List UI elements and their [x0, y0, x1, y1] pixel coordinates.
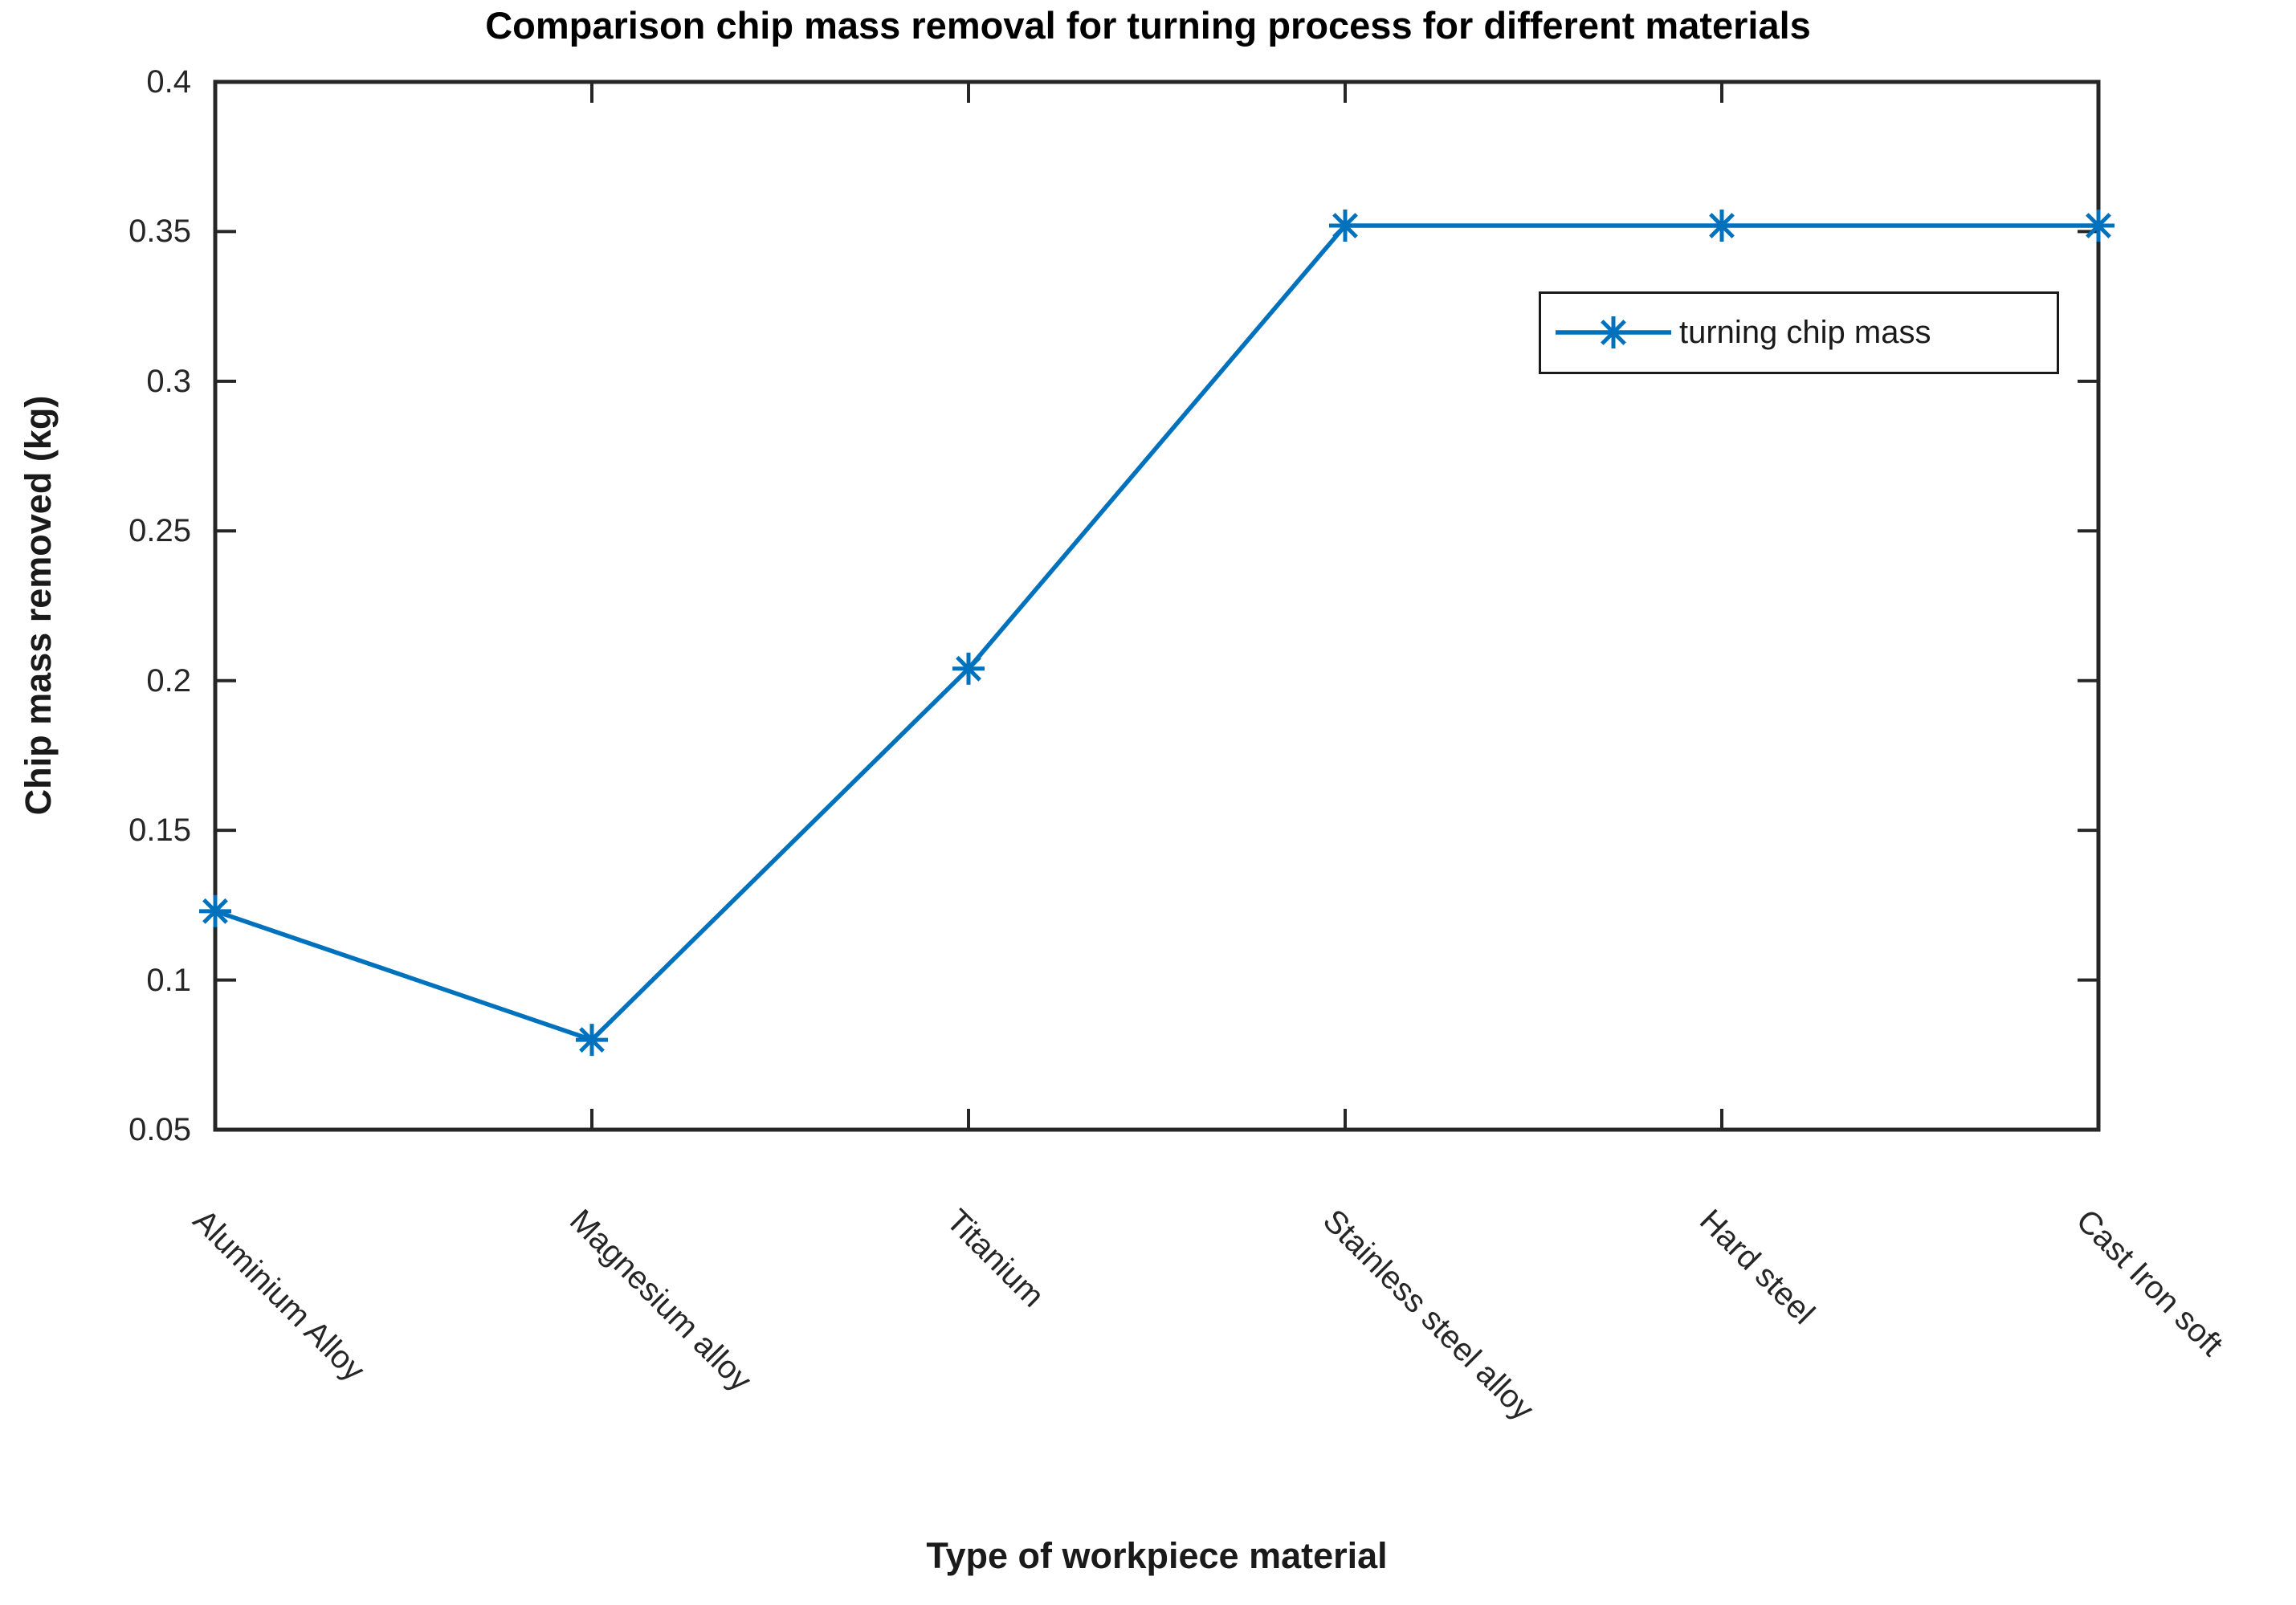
data-point-marker — [1329, 209, 1361, 242]
legend-entry-label: turning chip mass — [1679, 315, 1931, 350]
chart-title: Comparison chip mass removal for turning… — [485, 4, 1811, 47]
y-tick-label: 0.2 — [146, 662, 191, 699]
y-tick-label: 0.35 — [128, 214, 191, 250]
series-line — [214, 223, 2098, 1042]
data-point-marker — [952, 652, 985, 685]
y-tick-label: 0.15 — [128, 813, 191, 849]
y-tick-label: 0.05 — [128, 1112, 191, 1147]
data-point-marker — [199, 894, 231, 927]
data-point-marker — [1706, 209, 1738, 242]
y-tick-label: 0.1 — [146, 962, 191, 998]
data-point-marker — [576, 1024, 608, 1057]
data-point-marker — [2082, 209, 2115, 242]
axes-frame — [213, 79, 2101, 1132]
y-axis-label: Chip mass removed (kg) — [18, 395, 59, 816]
legend-marker-icon — [1556, 316, 1671, 348]
y-tick-label: 0.3 — [146, 363, 191, 399]
legend-asterisk-marker — [1597, 316, 1629, 348]
x-axis-label: Type of workpiece material — [926, 1535, 1388, 1576]
y-tick-label: 0.4 — [146, 64, 191, 100]
y-tick-label: 0.25 — [128, 513, 191, 549]
legend: turning chip mass — [1539, 291, 2059, 374]
